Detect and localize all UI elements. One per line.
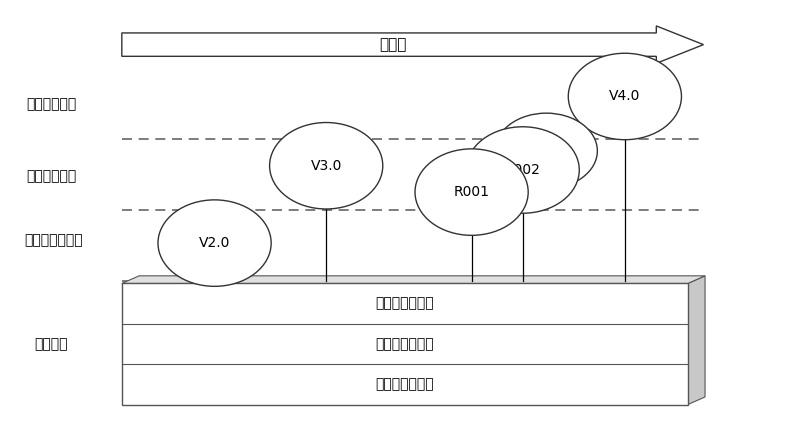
- Text: V3.0: V3.0: [310, 159, 342, 173]
- Text: 中小型规模客户: 中小型规模客户: [24, 233, 83, 247]
- FancyArrow shape: [122, 26, 703, 63]
- Text: R001: R001: [454, 185, 490, 199]
- Polygon shape: [688, 276, 705, 405]
- Bar: [122, 283, 688, 405]
- Ellipse shape: [495, 113, 597, 189]
- Text: 功能组件：营销: 功能组件：营销: [376, 297, 434, 311]
- Ellipse shape: [158, 200, 271, 286]
- Text: 时间轴: 时间轴: [380, 37, 406, 52]
- Text: 大型规模客户: 大型规模客户: [26, 97, 76, 111]
- Text: 功能组件：商贸: 功能组件：商贸: [376, 337, 434, 351]
- Ellipse shape: [415, 149, 528, 235]
- Text: 产品平台: 产品平台: [35, 337, 68, 351]
- Text: R003: R003: [528, 144, 564, 158]
- Text: R002: R002: [505, 163, 541, 177]
- Text: 中等规模客户: 中等规模客户: [26, 170, 76, 183]
- Ellipse shape: [466, 127, 579, 213]
- Text: V4.0: V4.0: [609, 90, 641, 103]
- Ellipse shape: [270, 122, 383, 209]
- Ellipse shape: [568, 53, 681, 140]
- Text: 功能组件：活动: 功能组件：活动: [376, 377, 434, 391]
- Text: V2.0: V2.0: [199, 236, 230, 250]
- Polygon shape: [122, 276, 705, 283]
